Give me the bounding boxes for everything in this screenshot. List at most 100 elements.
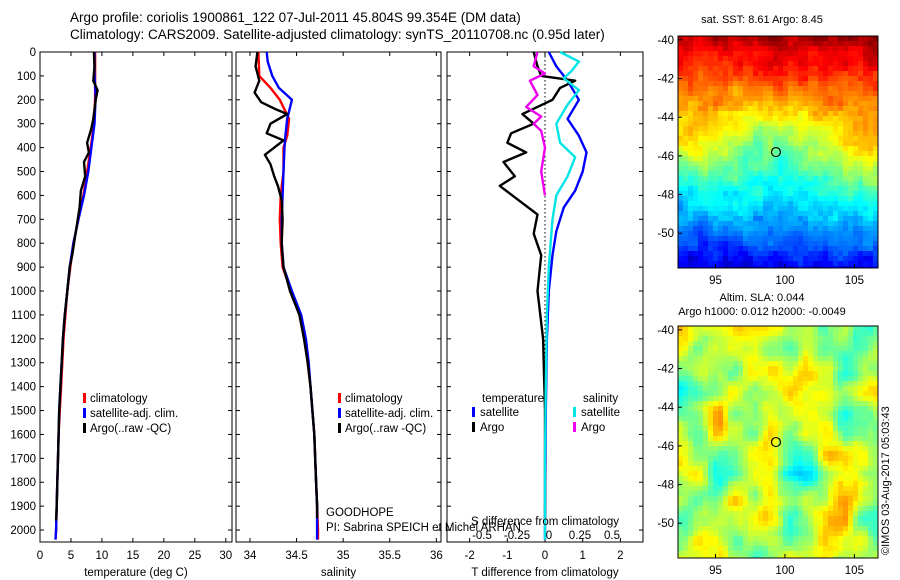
map-cell [688,536,694,542]
map-cell [798,241,804,247]
map-cell [823,176,829,182]
map-cell [798,516,804,522]
map-cell [813,481,819,487]
map-cell [833,91,839,97]
map-cell [793,346,799,352]
legend-swatch [338,408,341,418]
map-cell [848,166,854,172]
map-cell [763,201,769,207]
map-cell [848,106,854,112]
map-cell [793,241,799,247]
map-cell [773,551,779,557]
map-cell [803,41,809,47]
map-cell [833,81,839,87]
map-cell [753,486,759,492]
map-cell [783,66,789,72]
map-cell [723,466,729,472]
map-cell [808,91,814,97]
map-cell [863,476,869,482]
map-cell [678,346,684,352]
map-cell [863,551,869,557]
map-cell [823,66,829,72]
map-cell [748,451,754,457]
map-cell [828,496,834,502]
map-cell [783,51,789,57]
map-cell [748,261,754,267]
map-cell [763,336,769,342]
map-cell [688,101,694,107]
map-cell [743,91,749,97]
map-cell [833,446,839,452]
map-cell [838,51,844,57]
map-cell [818,76,824,82]
map-cell [753,101,759,107]
map-cell [818,416,824,422]
map-cell [768,136,774,142]
map-cell [778,106,784,112]
map-cell [828,76,834,82]
map-cell [873,36,878,42]
map-cell [818,231,824,237]
map-cell [838,151,844,157]
map-cell [763,461,769,467]
map-cell [853,166,859,172]
map-cell [788,361,794,367]
map-cell [733,431,739,437]
map-cell [778,236,784,242]
map-cell [803,556,809,558]
map-cell [863,346,869,352]
map-cell [708,366,714,372]
map-cell [723,451,729,457]
map-cell [858,336,864,342]
map-cell [813,431,819,437]
map-cell [683,256,689,262]
map-cell [758,186,764,192]
map-cell [683,91,689,97]
map-cell [843,151,849,157]
map-cell [813,66,819,72]
map-cell [788,231,794,237]
map-cell [768,166,774,172]
map-cell [723,151,729,157]
map-cell [863,381,869,387]
map-cell [683,386,689,392]
map-cell [768,181,774,187]
map-cell [838,406,844,412]
map-cell [798,166,804,172]
map-cell [833,366,839,372]
series-temperature-argo [498,51,577,521]
map-cell [683,71,689,77]
map-cell [748,236,754,242]
map-cell [838,411,844,417]
map-cell [853,146,859,152]
map-cell [853,176,859,182]
map-cell [763,41,769,47]
map-cell [823,246,829,252]
map-cell [858,431,864,437]
map-cell [753,106,759,112]
map-cell [733,121,739,127]
map-cell [763,426,769,432]
map-cell [818,136,824,142]
map-cell [698,371,704,377]
map-cell [798,501,804,507]
map-cell [693,226,699,232]
map-cell [688,141,694,147]
map-cell [843,376,849,382]
map-cell [713,201,719,207]
map-cell [813,246,819,252]
map-cell [788,486,794,492]
map-cell [828,371,834,377]
map-cell [808,176,814,182]
map-cell [868,361,874,367]
map-cell [813,541,819,547]
map-cell [808,536,814,542]
map-cell [713,226,719,232]
map-cell [693,351,699,357]
map-cell [688,231,694,237]
map-cell [743,461,749,467]
map-cell [693,121,699,127]
map-cell [693,461,699,467]
map-cell [708,231,714,237]
map-cell [738,266,744,268]
